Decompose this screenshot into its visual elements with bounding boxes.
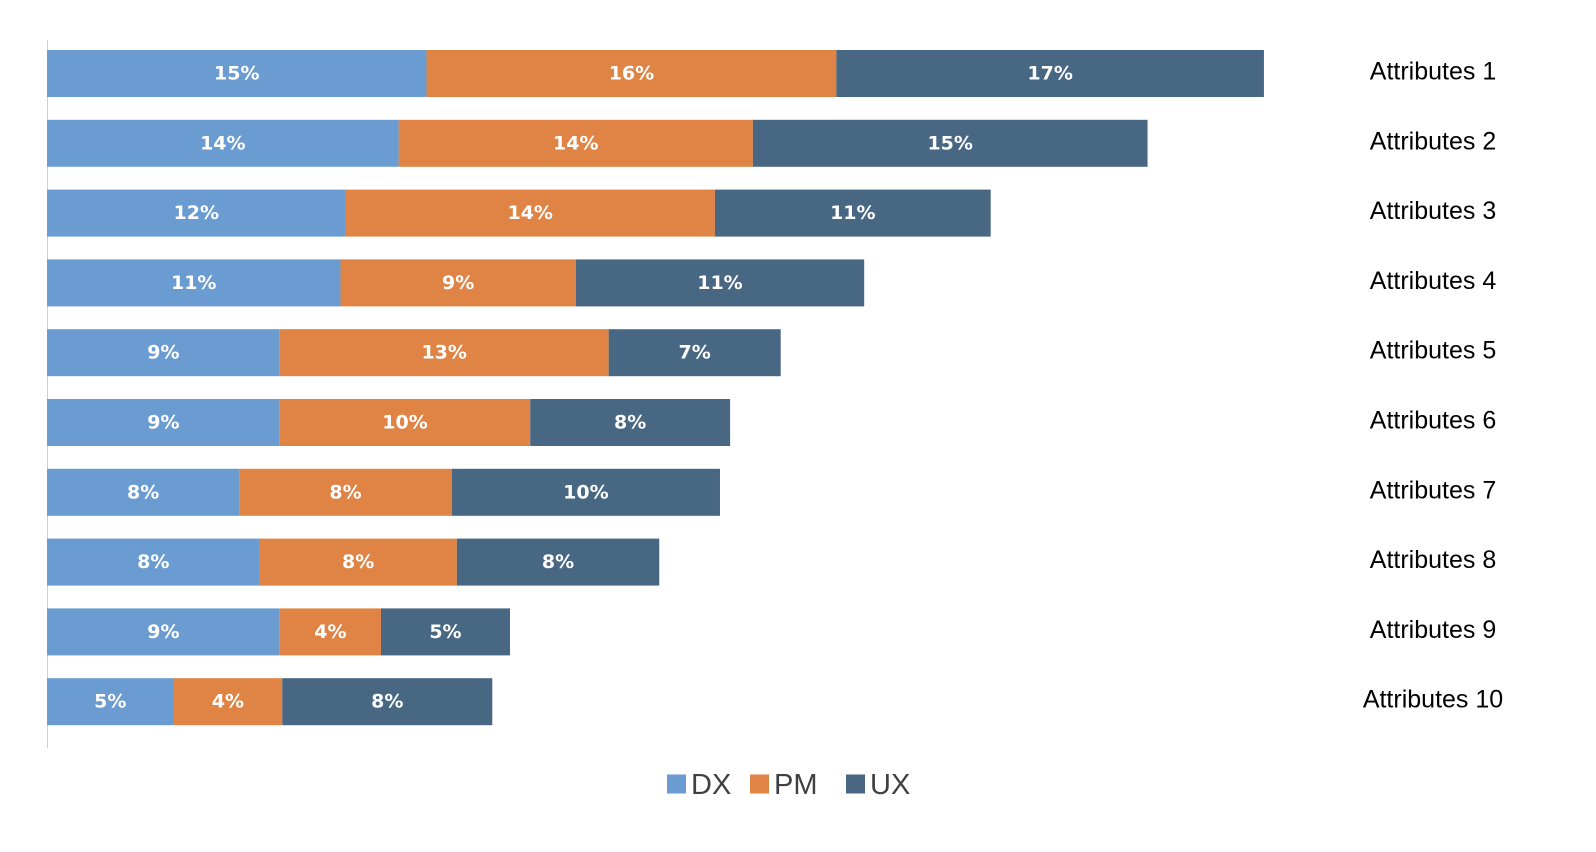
data-label-ux-attributes-3: 11% — [830, 202, 875, 224]
data-label-ux-attributes-1: 17% — [1027, 63, 1072, 85]
legend-swatch-ux — [846, 774, 865, 794]
data-label-pm-attributes-1: 16% — [609, 63, 654, 85]
data-label-pm-attributes-4: 9% — [442, 272, 474, 294]
data-label-dx-attributes-10: 5% — [94, 691, 126, 713]
data-label-dx-attributes-6: 9% — [147, 412, 179, 434]
category-label-attributes-10: Attributes 10 — [1363, 686, 1503, 714]
data-label-ux-attributes-7: 10% — [563, 481, 608, 503]
bar-dx-attributes-7 — [47, 468, 240, 516]
data-label-pm-attributes-7: 8% — [329, 481, 361, 503]
data-label-dx-attributes-9: 9% — [147, 621, 179, 643]
bar-pm-attributes-4 — [340, 259, 576, 307]
data-label-dx-attributes-8: 8% — [137, 551, 169, 573]
bar-dx-attributes-9 — [47, 608, 280, 656]
bars-group: 15% 16% 17% 14% 14% 15% 12% 14% 11% 11% 9% 11% 9% 13%… — [47, 50, 1264, 726]
data-label-ux-attributes-9: 5% — [429, 621, 461, 643]
bar-pm-attributes-5 — [279, 329, 609, 377]
legend-label-pm: PM — [774, 769, 818, 801]
bar-dx-attributes-8 — [47, 538, 260, 586]
bar-dx-attributes-5 — [47, 329, 280, 377]
data-label-dx-attributes-4: 11% — [171, 272, 216, 294]
bar-ux-attributes-9 — [380, 608, 510, 656]
bar-pm-attributes-6 — [279, 399, 531, 446]
category-label-attributes-9: Attributes 9 — [1370, 616, 1496, 644]
data-label-pm-attributes-8: 8% — [342, 551, 374, 573]
bar-pm-attributes-2 — [398, 119, 753, 167]
bar-pm-attributes-10 — [173, 678, 283, 726]
bar-ux-attributes-10 — [282, 678, 493, 726]
bar-dx-attributes-4 — [47, 259, 341, 307]
data-label-ux-attributes-8: 8% — [542, 551, 574, 573]
data-label-pm-attributes-3: 14% — [507, 202, 552, 224]
legend-swatch-dx — [667, 774, 686, 794]
bar-pm-attributes-1 — [426, 50, 837, 97]
bar-dx-attributes-2 — [47, 119, 399, 167]
bar-pm-attributes-8 — [259, 538, 457, 586]
data-label-ux-attributes-4: 11% — [697, 272, 742, 294]
legend-label-ux: UX — [870, 769, 910, 801]
category-label-attributes-7: Attributes 7 — [1370, 476, 1496, 504]
bar-ux-attributes-8 — [456, 538, 660, 586]
bar-dx-attributes-3 — [47, 189, 346, 237]
bar-pm-attributes-7 — [239, 468, 452, 516]
bar-ux-attributes-4 — [575, 259, 865, 307]
category-label-attributes-3: Attributes 3 — [1370, 197, 1496, 225]
bar-ux-attributes-2 — [752, 119, 1148, 167]
category-label-attributes-2: Attributes 2 — [1370, 127, 1496, 155]
category-label-attributes-5: Attributes 5 — [1370, 337, 1496, 365]
data-label-dx-attributes-7: 8% — [127, 481, 159, 503]
bar-ux-attributes-3 — [714, 189, 991, 237]
legend-swatch-pm — [750, 774, 769, 794]
data-label-pm-attributes-9: 4% — [314, 621, 346, 643]
category-label-attributes-4: Attributes 4 — [1370, 267, 1497, 295]
data-label-ux-attributes-2: 15% — [927, 132, 972, 154]
category-labels-group: Attributes 1 Attributes 2 Attributes 3 Attr… — [1363, 58, 1503, 714]
legend-label-dx: DX — [691, 769, 731, 801]
bar-dx-attributes-1 — [47, 50, 427, 97]
bar-pm-attributes-9 — [279, 608, 381, 656]
bar-ux-attributes-1 — [836, 50, 1264, 97]
category-label-attributes-8: Attributes 8 — [1370, 546, 1496, 574]
data-label-dx-attributes-5: 9% — [147, 342, 179, 364]
data-label-dx-attributes-3: 12% — [174, 202, 219, 224]
data-label-pm-attributes-10: 4% — [212, 691, 244, 713]
bar-ux-attributes-6 — [530, 399, 731, 446]
data-label-ux-attributes-10: 8% — [371, 691, 403, 713]
bar-pm-attributes-3 — [345, 189, 715, 237]
bar-dx-attributes-6 — [47, 399, 280, 446]
data-label-dx-attributes-1: 15% — [214, 63, 259, 85]
data-label-pm-attributes-5: 13% — [421, 342, 466, 364]
bar-ux-attributes-7 — [451, 468, 720, 516]
bar-dx-attributes-10 — [47, 678, 174, 726]
data-label-pm-attributes-6: 10% — [382, 412, 427, 434]
category-label-attributes-1: Attributes 1 — [1370, 58, 1496, 86]
data-label-ux-attributes-6: 8% — [614, 412, 646, 434]
category-label-attributes-6: Attributes 6 — [1370, 407, 1496, 435]
data-label-ux-attributes-5: 7% — [679, 342, 711, 364]
legend: DX PM UX — [667, 769, 910, 801]
bar-ux-attributes-5 — [608, 329, 781, 377]
data-label-dx-attributes-2: 14% — [200, 132, 245, 154]
data-label-pm-attributes-2: 14% — [553, 132, 598, 154]
